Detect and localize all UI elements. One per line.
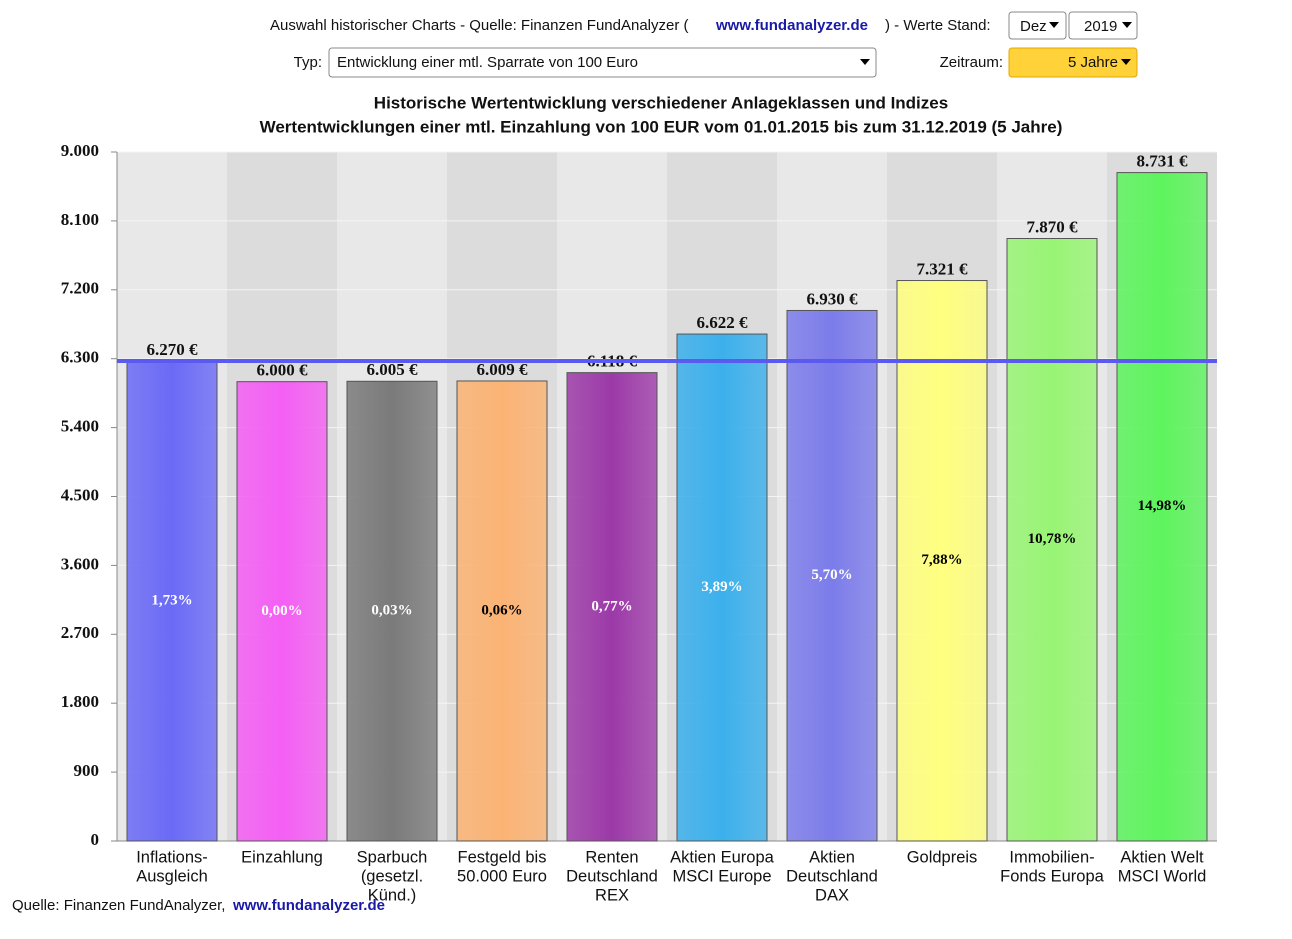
type-label: Typ: bbox=[294, 54, 322, 71]
rate-label: 1,73% bbox=[151, 592, 192, 608]
dropdown-arrow bbox=[1049, 22, 1059, 28]
month-select[interactable] bbox=[1008, 11, 1067, 40]
rate-label: 0,00% bbox=[261, 603, 302, 619]
x-tick-label: Fonds Europa bbox=[1000, 867, 1104, 885]
y-tick-label: 3.600 bbox=[61, 554, 99, 573]
bar bbox=[1006, 238, 1098, 842]
dropdown-arrow bbox=[1121, 59, 1131, 65]
bar bbox=[786, 309, 878, 842]
rate-label: 10,78% bbox=[1028, 531, 1077, 547]
period-select[interactable] bbox=[1008, 47, 1138, 78]
x-tick-label: Künd.) bbox=[368, 886, 417, 904]
x-tick-label: Einzahlung bbox=[241, 848, 323, 866]
x-tick-label: Inflations- bbox=[136, 848, 208, 866]
y-tick-label: 2.700 bbox=[61, 623, 99, 642]
bar bbox=[456, 380, 548, 842]
x-tick-label: (gesetzl. bbox=[361, 867, 423, 885]
rate-label: 3,89% bbox=[701, 579, 742, 595]
x-tick-label: DAX bbox=[815, 886, 849, 904]
rate-label: 7,88% bbox=[921, 552, 962, 568]
y-tick-label: 9.000 bbox=[61, 141, 99, 160]
bar bbox=[126, 360, 218, 842]
value-label: 6.622 € bbox=[697, 313, 749, 332]
rate-label: 0,06% bbox=[481, 602, 522, 618]
footer-text: Quelle: Finanzen FundAnalyzer, bbox=[12, 897, 225, 914]
x-tick-label: Aktien Welt bbox=[1120, 848, 1204, 866]
y-tick-label: 8.100 bbox=[61, 210, 99, 229]
x-tick-label: Deutschland bbox=[566, 867, 658, 885]
x-tick-label: Sparbuch bbox=[357, 848, 428, 866]
y-tick-label: 4.500 bbox=[61, 485, 99, 504]
x-tick-label: Renten bbox=[585, 848, 638, 866]
bar bbox=[676, 333, 768, 842]
period-label: Zeitraum: bbox=[940, 54, 1003, 71]
value-label: 6.005 € bbox=[367, 360, 419, 379]
dropdown-arrow bbox=[860, 59, 870, 65]
value-label: 6.270 € bbox=[147, 340, 199, 359]
y-tick-label: 7.200 bbox=[61, 279, 99, 298]
x-tick-label: REX bbox=[595, 886, 629, 904]
x-tick-label: Immobilien- bbox=[1009, 848, 1094, 866]
type-select[interactable] bbox=[328, 47, 877, 78]
header-link[interactable]: www.fundanalyzer.de bbox=[715, 17, 868, 34]
rate-label: 14,98% bbox=[1138, 498, 1187, 514]
y-tick-label: 900 bbox=[74, 761, 100, 780]
x-tick-label: 50.000 Euro bbox=[457, 867, 547, 885]
y-tick-label: 6.300 bbox=[61, 348, 99, 367]
value-label: 6.000 € bbox=[257, 361, 309, 380]
x-tick-label: Aktien Europa bbox=[670, 848, 774, 866]
header-text: Auswahl historischer Charts - Quelle: Fi… bbox=[270, 17, 689, 34]
y-tick-label: 5.400 bbox=[61, 417, 99, 436]
x-tick-label: Ausgleich bbox=[136, 867, 208, 885]
rate-label: 5,70% bbox=[811, 567, 852, 583]
y-tick-label: 1.800 bbox=[61, 692, 99, 711]
x-tick-label: MSCI Europe bbox=[672, 867, 771, 885]
value-label: 6.930 € bbox=[807, 289, 859, 308]
x-tick-label: Goldpreis bbox=[907, 848, 978, 866]
y-tick-label: 0 bbox=[91, 830, 100, 849]
value-label: 7.321 € bbox=[917, 259, 969, 278]
header-text: ) - Werte Stand: bbox=[885, 17, 991, 34]
bar bbox=[236, 381, 328, 842]
value-label: 7.870 € bbox=[1027, 217, 1079, 236]
bar bbox=[896, 280, 988, 842]
value-label: 6.009 € bbox=[477, 360, 529, 379]
type-value: Entwicklung einer mtl. Sparrate von 100 … bbox=[337, 54, 638, 71]
bar bbox=[346, 380, 438, 842]
month-value: Dez bbox=[1020, 18, 1047, 35]
rate-label: 0,03% bbox=[371, 603, 412, 619]
chart-title: Historische Wertentwicklung verschiedene… bbox=[374, 93, 948, 112]
bar bbox=[1116, 172, 1208, 842]
rate-label: 0,77% bbox=[591, 598, 632, 614]
x-tick-label: Festgeld bis bbox=[458, 848, 547, 866]
period-value: 5 Jahre bbox=[1068, 54, 1118, 71]
bar bbox=[566, 372, 658, 842]
dropdown-arrow bbox=[1122, 22, 1132, 28]
year-select[interactable] bbox=[1068, 11, 1138, 40]
chart-subtitle: Wertentwicklungen einer mtl. Einzahlung … bbox=[260, 117, 1063, 136]
value-label: 8.731 € bbox=[1137, 151, 1189, 170]
x-tick-label: MSCI World bbox=[1118, 867, 1207, 885]
x-tick-label: Aktien bbox=[809, 848, 855, 866]
footer-link[interactable]: www.fundanalyzer.de bbox=[232, 897, 385, 914]
year-value: 2019 bbox=[1084, 18, 1117, 35]
x-tick-label: Deutschland bbox=[786, 867, 878, 885]
